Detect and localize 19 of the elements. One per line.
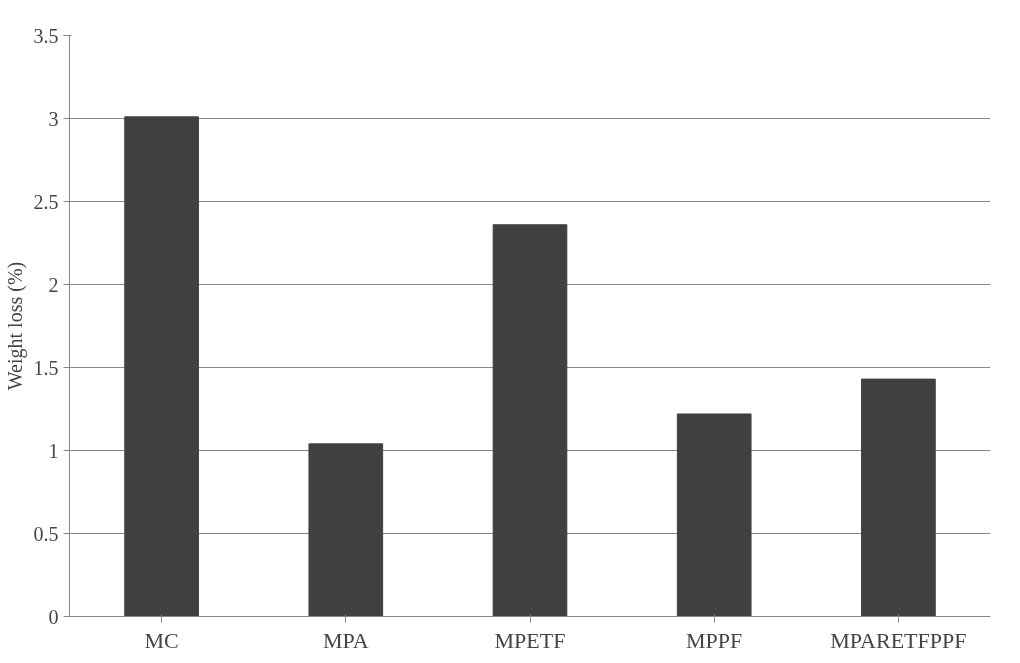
bar	[492, 224, 568, 617]
x-tick-label: MPARETFPPF	[830, 627, 967, 653]
x-tick-label: MPETF	[494, 627, 566, 653]
x-tick-label: MPPF	[686, 627, 743, 653]
y-tick-label: 3.5	[33, 24, 59, 47]
x-tick-label: MC	[144, 627, 179, 653]
y-tick-label: 1.5	[33, 356, 59, 379]
bar	[308, 443, 384, 617]
bar	[676, 413, 752, 617]
bar	[124, 116, 199, 617]
y-tick-label: 1	[48, 439, 59, 462]
bar	[861, 378, 936, 617]
y-tick-label: 2	[48, 273, 59, 296]
y-tick-label: 0	[48, 605, 59, 628]
y-tick-label: 0.5	[33, 522, 59, 545]
y-tick-label: 3	[48, 107, 59, 130]
y-tick-label: 2.5	[33, 190, 59, 213]
y-axis-title: Weight loss (%)	[3, 261, 27, 391]
x-tick-label: MPA	[322, 627, 369, 653]
